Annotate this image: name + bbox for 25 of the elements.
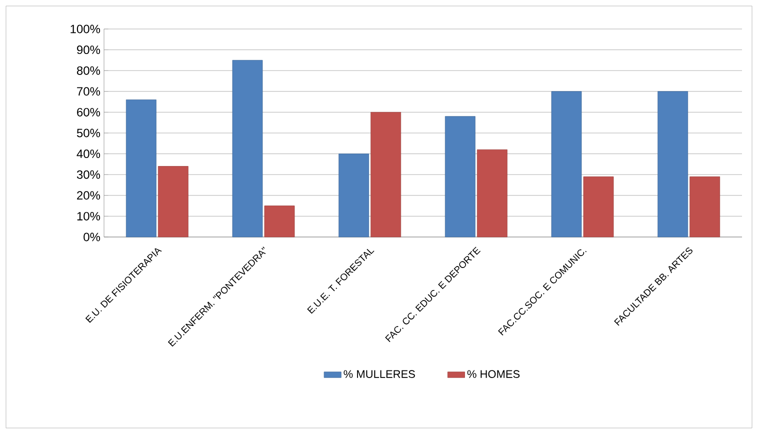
bar <box>476 149 508 238</box>
y-tick-label: 70% <box>77 87 100 96</box>
y-tick-label: 90% <box>77 46 100 54</box>
bar <box>264 206 295 238</box>
y-tick-label: 60% <box>77 108 100 116</box>
bar <box>690 176 720 238</box>
bar <box>370 112 402 238</box>
bar <box>551 91 582 238</box>
bar <box>232 60 263 238</box>
bar <box>338 154 370 238</box>
y-tick-label: 0% <box>84 232 100 242</box>
bar <box>126 100 156 238</box>
legend-label: % HOMES <box>467 370 520 378</box>
bar <box>583 176 614 238</box>
y-tick-label: 10% <box>77 212 100 220</box>
bar <box>658 91 688 238</box>
y-tick-label: 50% <box>76 128 100 138</box>
legend-label: % MULLERES <box>344 370 415 378</box>
y-tick-label: 100% <box>70 24 100 34</box>
y-tick-label: 30% <box>76 170 100 179</box>
y-tick-label: 80% <box>76 66 100 75</box>
y-tick-label: 20% <box>77 191 100 200</box>
bar <box>158 166 188 238</box>
bar <box>444 116 476 238</box>
y-tick-label: 40% <box>76 150 100 158</box>
